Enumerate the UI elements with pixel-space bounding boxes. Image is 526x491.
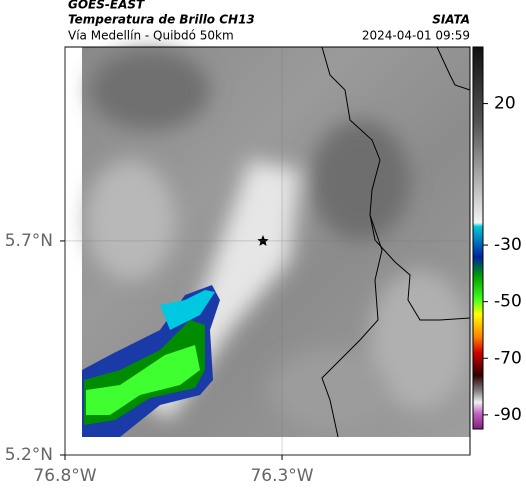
product: Temperatura de Brillo CH13: [68, 13, 255, 27]
y-tick-label: 5.2°N: [5, 445, 53, 465]
colorbar-tick-label: 20: [494, 94, 516, 114]
imagery: [82, 46, 471, 455]
colorbar-tick-label: -50: [494, 292, 522, 312]
region: Vía Medellín - Quibdó 50km: [68, 29, 234, 43]
x-tick-label: 76.8°W: [33, 466, 96, 486]
x-tick-label: 76.3°W: [250, 466, 313, 486]
colorbar-tick-label: -30: [494, 235, 522, 255]
colorbar: [472, 46, 484, 430]
source: GOES-EAST: [68, 0, 145, 12]
colorbar-tick-label: -70: [494, 348, 522, 368]
y-tick-label: 5.7°N: [5, 231, 53, 251]
colorbar-tick-label: -90: [494, 405, 522, 425]
datetime: 2024-04-01 09:59: [362, 29, 470, 43]
agency: SIATA: [432, 13, 470, 27]
